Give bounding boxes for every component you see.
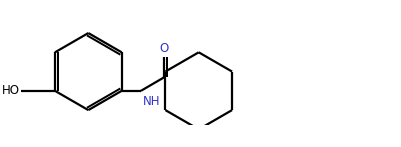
Text: O: O	[160, 42, 169, 55]
Text: HO: HO	[2, 84, 20, 97]
Text: NH: NH	[143, 95, 161, 108]
